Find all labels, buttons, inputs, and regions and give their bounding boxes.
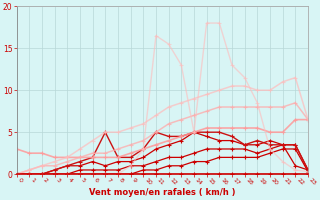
X-axis label: Vent moyen/en rafales ( km/h ): Vent moyen/en rafales ( km/h )	[89, 188, 236, 197]
